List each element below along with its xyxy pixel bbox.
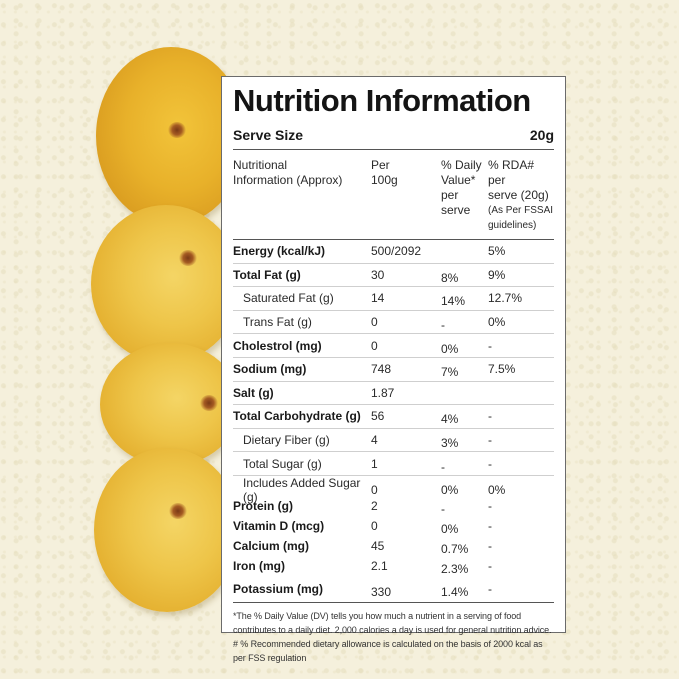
header-rda: % RDA# per serve (20g) (As Per FSSAI gui… [488,158,554,231]
table-row: Salt (g) 1.87 [233,382,554,406]
table-row: Total Carbohydrate (g) 56 4% - [233,405,554,429]
serve-size-row: Serve Size 20g [233,119,554,150]
table-row: Sodium (mg) 748 7% 7.5% [233,358,554,382]
table-row: Energy (kcal/kJ) 500/2092 5% [233,240,554,264]
table-row: Calcium (mg) 45 0.7% - [233,538,492,556]
table-row: Potassium (mg) 330 1.4% - [233,576,554,603]
banana-chip-image [100,343,240,466]
header-per-100g: Per 100g [371,158,398,187]
table-row: Vitamin D (mcg) 0 0% - [233,518,492,536]
banana-chip-image [94,448,240,612]
footnotes: *The % Daily Value (DV) tells you how mu… [233,603,554,665]
panel-title: Nutrition Information [233,83,531,118]
banana-chip-image [91,205,241,363]
header-daily-value: % Daily Value* per serve [441,158,482,217]
table-row: Saturated Fat (g) 14 14% 12.7% [233,287,554,311]
table-row: Includes Added Sugar (g) 0 0% 0% [243,475,506,504]
table-row: Protein (g) 2 - - [233,498,492,516]
nutrition-panel: Nutrition Information Serve Size 20g Nut… [221,76,566,663]
table-row: Dietary Fiber (g) 4 3% - [233,429,554,453]
serve-size-value: 20g [529,127,554,143]
footnote-rda: # % Recommended dietary allowance is cal… [233,638,543,663]
table-row: Total Sugar (g) 1 - - [233,452,554,476]
serve-size-label: Serve Size [233,127,304,143]
footnote-daily-value: *The % Daily Value (DV) tells you how mu… [233,610,552,635]
table-row: Total Fat (g) 30 8% 9% [233,264,554,288]
table-row: Trans Fat (g) 0 - 0% [233,311,554,335]
table-header: Nutritional Information (Approx) Per 100… [233,150,554,240]
table-row: Cholestrol (mg) 0 0% - [233,334,554,358]
header-nutrient: Nutritional Information (Approx) [233,158,343,187]
table-row: Iron (mg) 2.1 2.3% - [233,558,492,576]
